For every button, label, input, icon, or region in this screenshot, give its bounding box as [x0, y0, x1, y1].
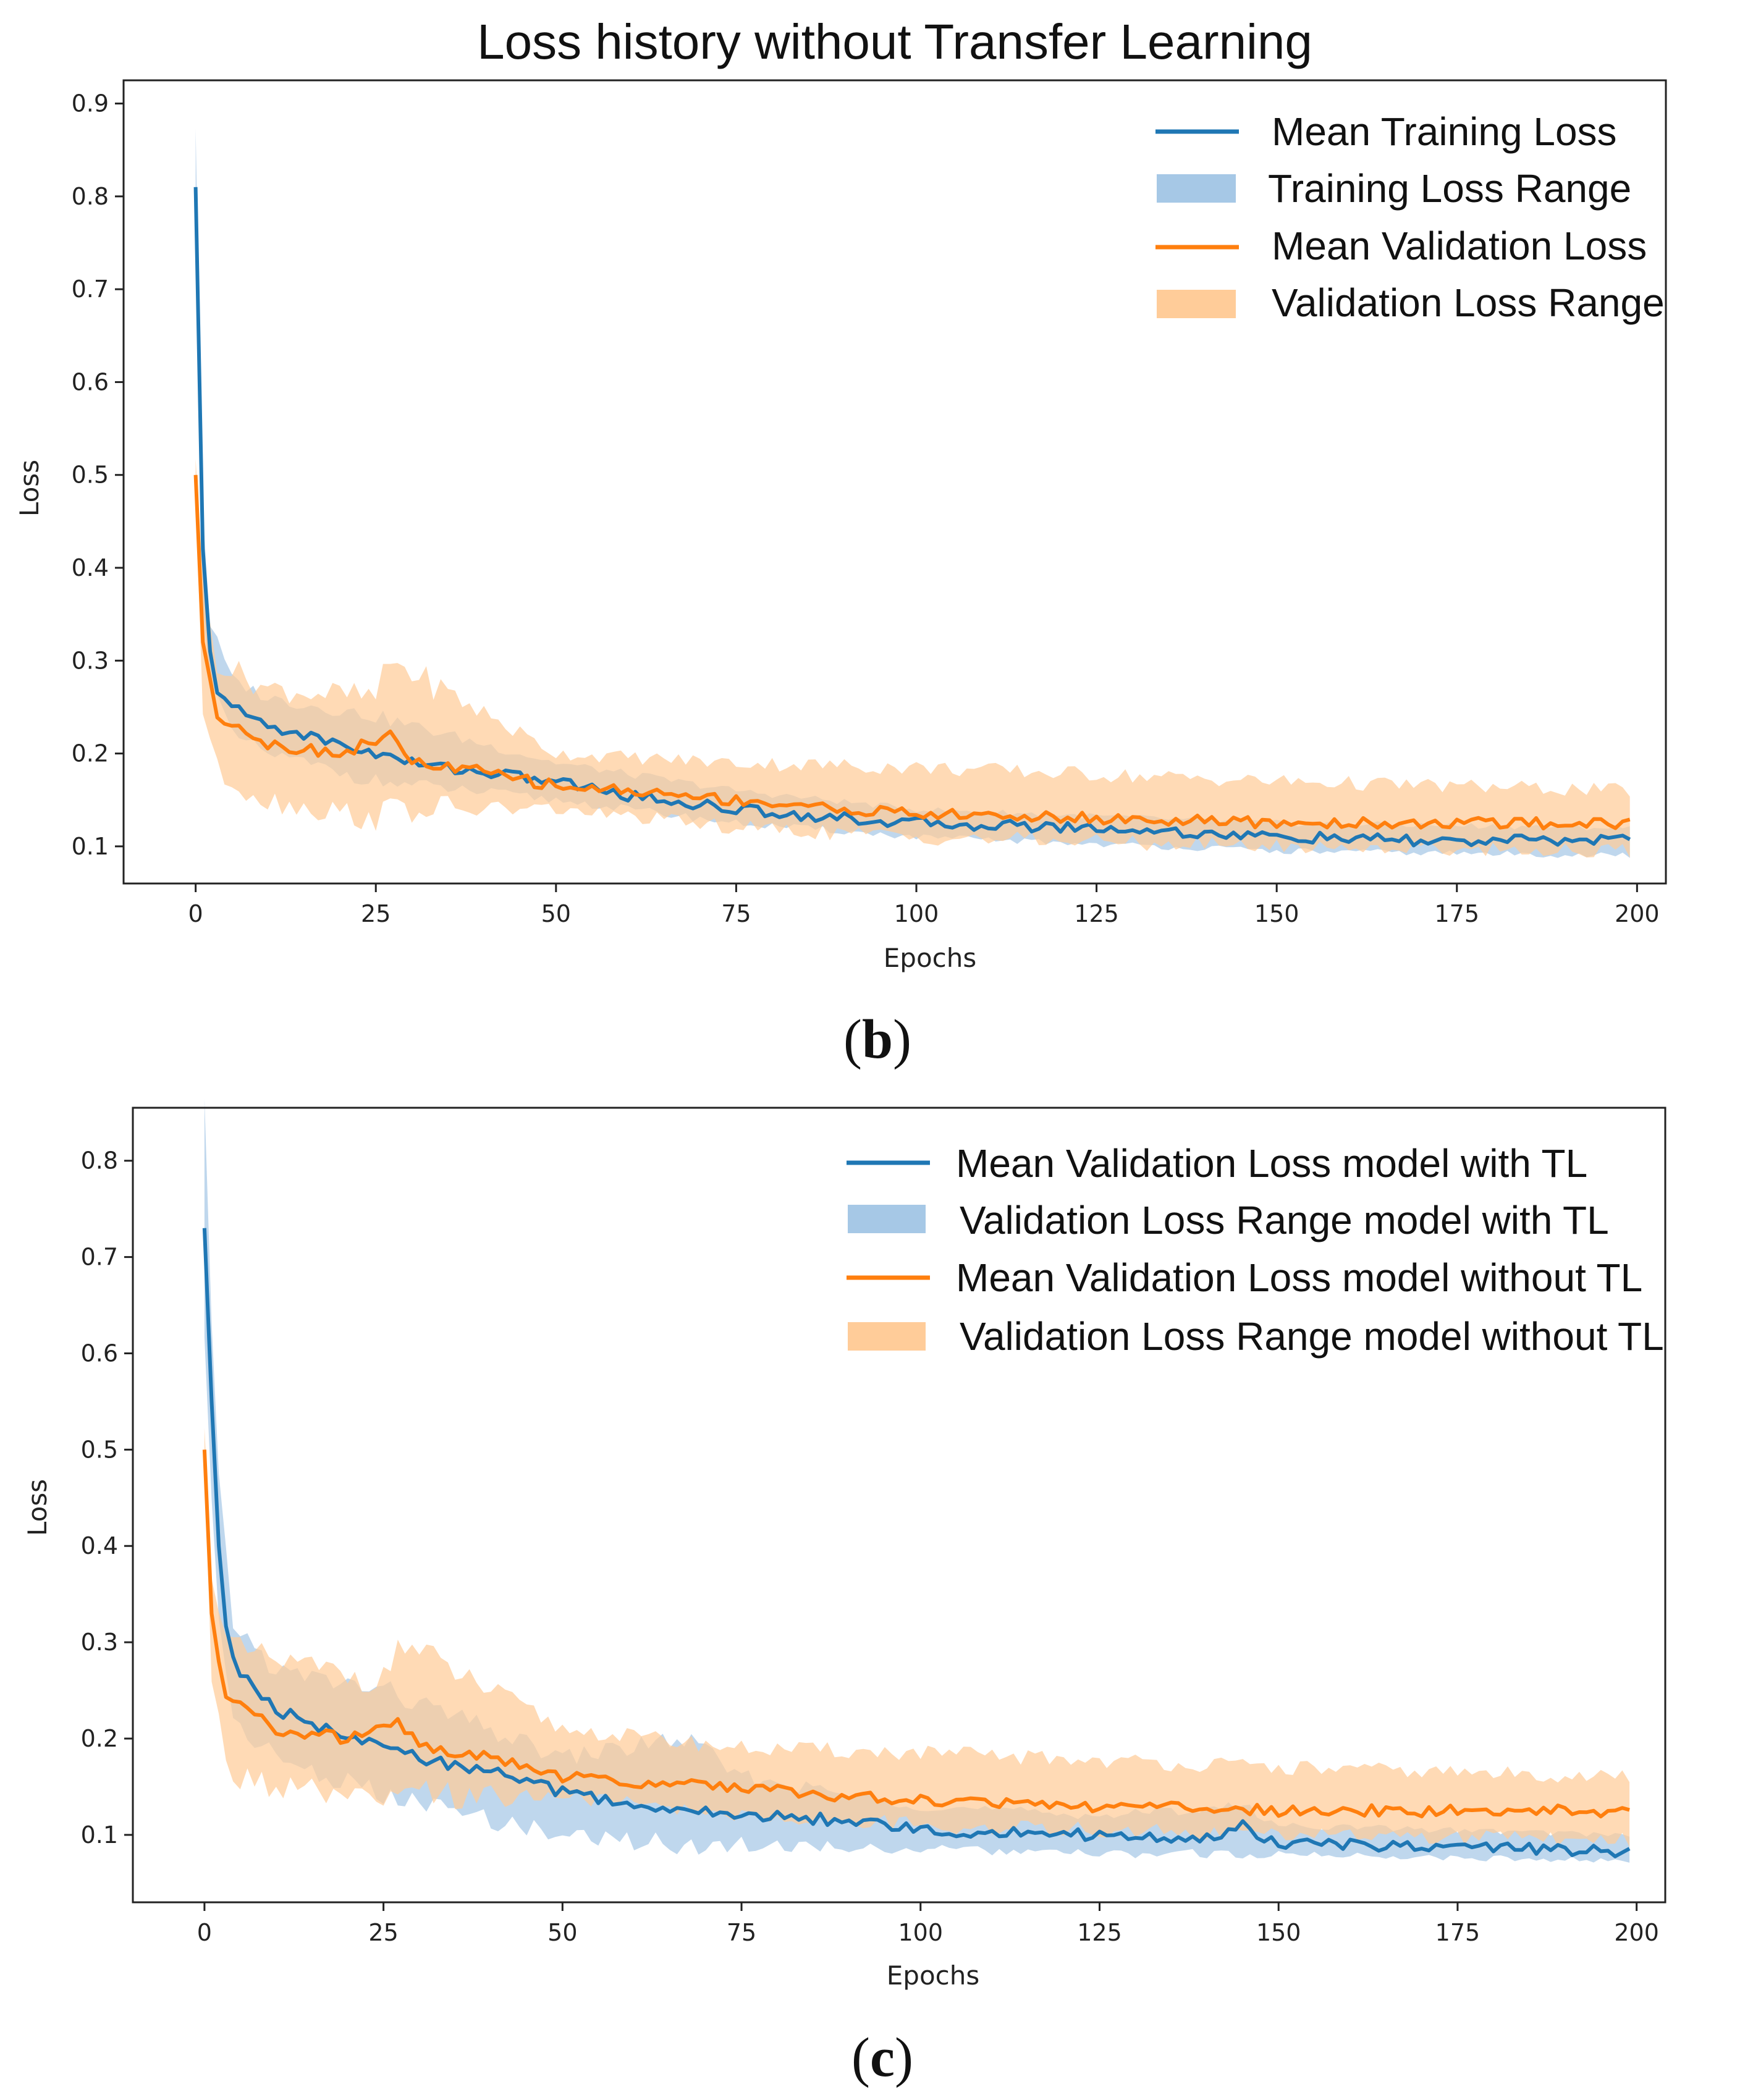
legend-range-validation-with-tl: Validation Loss Range model with TL [960, 1198, 1609, 1242]
x-tick-label: 100 [894, 900, 939, 927]
axis-ticks: 0 25 50 75 100 125 150 175 200 0.1 0.2 0.3 0.4 0.5 0.6… [81, 1147, 1659, 1946]
chart-c: 0 25 50 75 100 125 150 175 200 0.1 0.2 0.3 0.4 0.5 0.6… [22, 1099, 1666, 1991]
legend-validation-loss-range: Validation Loss Range [1272, 280, 1665, 325]
range-bands [204, 1099, 1630, 1863]
x-tick-label: 150 [1254, 900, 1299, 927]
chart-b: Loss history without Transfer Learning 0… [14, 14, 1667, 973]
legend-mean-validation-loss: Mean Validation Loss [1272, 224, 1647, 268]
x-axis-label: Epochs [887, 1960, 980, 1991]
legend-swatch-training-range [1157, 174, 1236, 203]
x-tick-label: 125 [1077, 1919, 1122, 1946]
plot-frame [132, 1107, 1666, 1904]
x-tick-label: 125 [1074, 900, 1119, 927]
y-tick-label: 0.5 [81, 1436, 118, 1463]
y-tick-label: 0.2 [81, 1725, 118, 1752]
range-bands [195, 129, 1630, 858]
legend: Mean Training Loss Training Loss Range M… [1155, 109, 1665, 325]
x-tick-label: 175 [1434, 900, 1479, 927]
range-band-orange [204, 1428, 1630, 1847]
y-tick-label: 0.6 [72, 368, 109, 395]
panel-label-c: (c) [851, 2027, 913, 2088]
x-tick-label: 175 [1435, 1919, 1481, 1946]
x-tick-label: 50 [541, 900, 571, 927]
x-axis-label: Epochs [884, 943, 977, 973]
y-tick-label: 0.2 [72, 740, 109, 767]
y-tick-label: 0.9 [72, 90, 109, 117]
mean-line-orange [202, 1449, 1630, 1819]
mean-line-orange [193, 474, 1631, 831]
x-tick-label: 100 [898, 1919, 944, 1946]
x-tick-label: 25 [368, 1919, 398, 1946]
y-tick-label: 0.7 [81, 1244, 118, 1271]
plot-frame [122, 79, 1667, 885]
mean-lines [193, 187, 1631, 848]
y-axis-label: Loss [22, 1479, 53, 1536]
x-tick-label: 150 [1256, 1919, 1301, 1946]
y-tick-label: 0.6 [81, 1339, 118, 1367]
y-tick-label: 0.8 [72, 183, 109, 210]
y-tick-label: 0.4 [81, 1532, 118, 1559]
panel-label-b: (b) [843, 1009, 911, 1070]
legend-mean-training-loss: Mean Training Loss [1272, 109, 1617, 154]
panel-letter-c: c [870, 2027, 895, 2088]
x-tick-label: 75 [721, 900, 751, 927]
x-tick-label: 0 [188, 900, 203, 927]
y-tick-label: 0.8 [81, 1147, 118, 1174]
y-tick-label: 0.4 [72, 554, 109, 581]
legend-swatch-range-with-tl [848, 1205, 926, 1233]
y-tick-label: 0.1 [81, 1821, 118, 1849]
legend-mean-validation-with-tl: Mean Validation Loss model with TL [956, 1141, 1587, 1186]
legend-training-loss-range: Training Loss Range [1268, 166, 1631, 211]
legend: Mean Validation Loss model with TL Valid… [847, 1141, 1664, 1359]
axis-ticks: 0 25 50 75 100 125 150 175 200 0.1 0.2 0.3 0.4 0.5 0.6… [72, 90, 1660, 927]
y-tick-label: 0.3 [72, 647, 109, 674]
range-band-orange [195, 458, 1630, 858]
y-axis-label: Loss [14, 460, 44, 517]
x-tick-label: 50 [547, 1919, 577, 1946]
y-tick-label: 0.7 [72, 276, 109, 303]
legend-mean-validation-without-tl: Mean Validation Loss model without TL [956, 1255, 1642, 1300]
y-tick-label: 0.3 [81, 1629, 118, 1656]
chart-title: Loss history without Transfer Learning [477, 14, 1312, 69]
mean-lines [202, 1228, 1631, 1858]
x-tick-label: 200 [1614, 1919, 1659, 1946]
y-tick-label: 0.1 [72, 833, 109, 860]
mean-line-blue [193, 187, 1631, 848]
x-tick-label: 75 [727, 1919, 756, 1946]
panel-letter-b: b [862, 1009, 893, 1070]
y-tick-label: 0.5 [72, 462, 109, 489]
mean-line-blue [202, 1228, 1631, 1858]
x-tick-label: 25 [361, 900, 391, 927]
x-tick-label: 200 [1615, 900, 1660, 927]
legend-swatch-range-without-tl [848, 1322, 926, 1351]
x-tick-label: 0 [197, 1919, 212, 1946]
legend-swatch-validation-range [1157, 290, 1236, 318]
legend-range-validation-without-tl: Validation Loss Range model without TL [960, 1314, 1664, 1359]
